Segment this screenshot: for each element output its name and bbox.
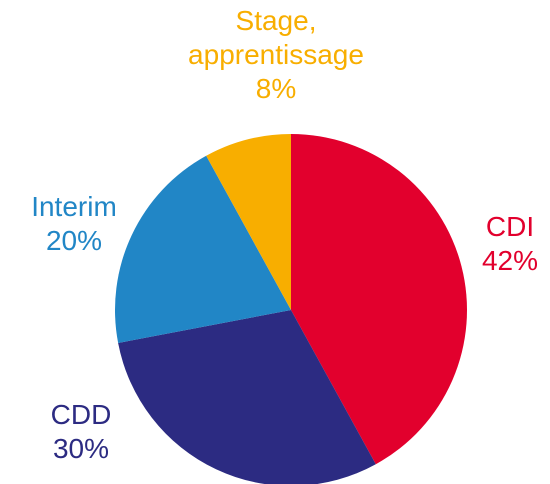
- slice-label-stage: Stage, apprentissage 8%: [150, 4, 402, 106]
- slice-label-stage-name-line1: Stage,: [235, 5, 317, 36]
- slice-label-cdi-value: 42%: [481, 245, 539, 276]
- slice-label-cdd: CDD 30%: [26, 398, 136, 466]
- slice-label-cdd-name: CDD: [50, 399, 112, 430]
- slice-label-cdd-value: 30%: [52, 433, 110, 464]
- slice-label-interim-value: 20%: [45, 225, 103, 256]
- pie-slice-cdd: [118, 310, 376, 484]
- pie-slice-cdi: [291, 134, 468, 465]
- slice-label-cdi: CDI 42%: [468, 210, 550, 278]
- slice-label-cdi-name: CDI: [485, 211, 535, 242]
- slice-label-stage-value: 8%: [255, 73, 297, 104]
- slice-label-stage-name-line2: apprentissage: [188, 39, 364, 70]
- slice-label-interim-name: Interim: [31, 191, 117, 222]
- pie-slice-interim: [115, 155, 291, 343]
- slice-label-interim: Interim 20%: [4, 190, 144, 258]
- pie-slice-stage: [206, 134, 291, 310]
